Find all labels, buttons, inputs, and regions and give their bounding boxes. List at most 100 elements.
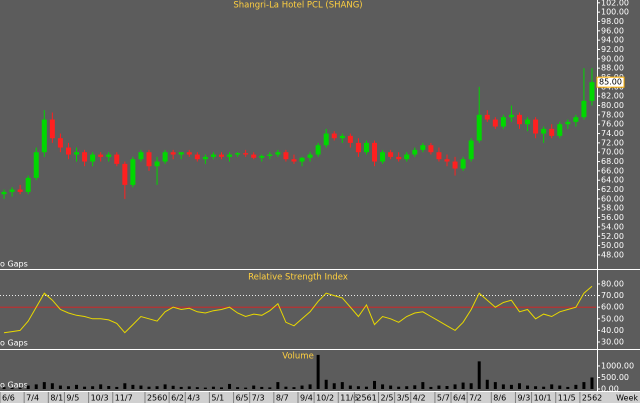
last-price-label: 85.00: [599, 78, 622, 87]
volume-bar: [171, 385, 175, 389]
volume-bar: [219, 387, 223, 389]
candle-body: [525, 119, 531, 125]
candle-body: [202, 156, 208, 160]
candle-body: [283, 152, 289, 160]
volume-bar: [348, 385, 352, 389]
volume-bar: [91, 386, 95, 389]
x-tick-label: 10/1: [534, 394, 552, 403]
volume-bar: [2, 387, 6, 389]
volume-bar: [308, 384, 312, 389]
volume-bar: [574, 384, 578, 389]
x-tick-label: 2/5: [381, 394, 394, 403]
volume-bar: [332, 383, 336, 389]
volume-bar: [10, 387, 14, 389]
candle-body: [154, 161, 160, 167]
x-axis-label: Week: [616, 394, 638, 403]
y-tick-label: 80.00: [601, 279, 624, 288]
candle-body: [130, 159, 136, 185]
y-tick-label: 52.00: [601, 232, 624, 241]
y-tick-label: 102.00: [601, 0, 629, 7]
y-tick-label: 58.00: [601, 204, 624, 213]
candle-body: [557, 124, 563, 136]
volume-bar: [582, 382, 586, 389]
candle-body: [436, 152, 442, 160]
candle-body: [404, 154, 410, 160]
x-tick-label: 11/5: [558, 394, 576, 403]
y-tick-label: 78.00: [601, 110, 624, 119]
x-tick-label: 6/4: [453, 394, 466, 403]
x-tick-label: 10/3: [91, 394, 109, 403]
candle-body: [194, 154, 200, 160]
x-tick-label: 6/6: [2, 394, 15, 403]
candle-body: [372, 142, 378, 162]
panel-note: o Gaps: [0, 260, 28, 269]
candle-body: [565, 121, 571, 125]
candle-body: [25, 177, 31, 192]
candle-body: [589, 82, 595, 101]
x-tick-label: 7/3: [252, 394, 265, 403]
y-tick-label: 74.00: [601, 129, 624, 138]
volume-bar: [42, 382, 46, 389]
x-tick-label: 10/2: [316, 394, 334, 403]
volume-bar: [50, 383, 54, 389]
y-tick-label: 80.00: [601, 101, 624, 110]
y-tick-label: 40.00: [601, 326, 624, 335]
x-tick-label: 2560: [147, 394, 167, 403]
volume-bar: [260, 386, 264, 389]
y-tick-label: 82.00: [601, 92, 624, 101]
volume-bar: [340, 382, 344, 389]
volume-bar: [75, 384, 79, 389]
volume-bar: [236, 387, 240, 389]
volume-bar: [131, 384, 135, 389]
panel-title: Relative Strength Index: [248, 273, 348, 283]
x-tick-label: 2562: [582, 394, 602, 403]
volume-bar: [99, 384, 103, 389]
candle-body: [549, 128, 555, 136]
candle-body: [347, 135, 353, 143]
volume-bar: [115, 386, 119, 389]
y-tick-label: 50.00: [601, 241, 624, 250]
candle-body: [476, 114, 482, 141]
x-tick-label: 5/1: [211, 394, 224, 403]
volume-bar: [244, 387, 248, 389]
y-tick-label: 94.00: [601, 36, 624, 45]
volume-bar: [461, 382, 465, 389]
x-tick-label: 8/6: [493, 394, 506, 403]
x-tick-label: 6/2: [171, 394, 184, 403]
volume-bar: [252, 385, 256, 389]
candle-body: [275, 152, 281, 155]
x-tick-label: 11/7: [115, 394, 133, 403]
x-tick-label: 7/4: [26, 394, 39, 403]
volume-bar: [284, 386, 288, 389]
candle-body: [251, 154, 257, 158]
y-tick-label: 100.00: [601, 8, 629, 17]
candle-body: [9, 189, 15, 192]
volume-bar: [139, 385, 143, 389]
volume-bar: [373, 380, 377, 389]
volume-bar: [228, 383, 232, 389]
candle-body: [396, 156, 402, 160]
volume-bar: [83, 386, 87, 389]
candle-body: [162, 152, 168, 162]
candle-body: [227, 154, 233, 157]
candle-body: [307, 154, 313, 158]
volume-bar: [147, 386, 151, 389]
candle-body: [428, 145, 434, 153]
rsi-line: [3, 285, 593, 334]
y-tick-label: 60.00: [601, 303, 624, 312]
candle-body: [299, 157, 305, 162]
candle-body: [74, 152, 80, 155]
candle-body: [114, 154, 120, 164]
volume-bar: [203, 387, 207, 389]
volume-bar: [405, 386, 409, 389]
candle-body: [315, 145, 321, 155]
volume-bar: [66, 386, 70, 389]
y-tick-label: 48.00: [601, 250, 624, 259]
volume-bar: [389, 385, 393, 389]
candle-body: [388, 152, 394, 157]
candle-body: [210, 154, 216, 157]
volume-bar: [469, 383, 473, 389]
candle-body: [146, 152, 152, 167]
candle-body: [444, 159, 450, 162]
